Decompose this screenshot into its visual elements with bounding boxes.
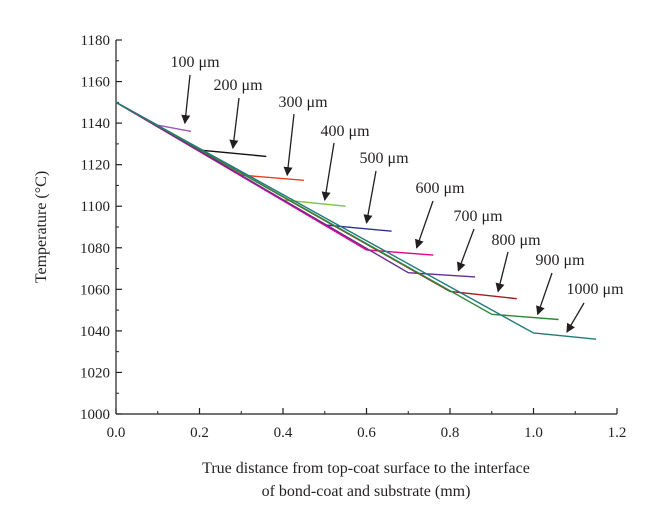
y-axis-label: Temperature (°C) [33, 171, 50, 283]
y-tick-label: 1040 [80, 324, 110, 340]
annotation-label-8: 800 μm [491, 232, 541, 249]
y-tick-label: 1160 [81, 75, 110, 91]
series-line-4 [115, 101, 346, 207]
annotation-arrow-9 [536, 272, 553, 316]
annotation-label-1: 100 μm [170, 54, 220, 71]
annotation-label-3: 300 μm [278, 94, 328, 111]
annotations: 100 μm 200 μm 300 μm 400 μm 500 μm 600 μm 700 … [170, 54, 624, 333]
annotation-arrow-7 [456, 228, 475, 272]
annotation-label-7: 700 μm [453, 208, 503, 225]
series-lines [115, 101, 597, 340]
annotation-arrow-8 [495, 251, 509, 293]
series-line-10 [115, 101, 597, 340]
series-line-5 [115, 101, 392, 232]
series-line-7 [115, 101, 476, 278]
series-line-6 [115, 101, 434, 256]
annotation-arrow-10 [566, 302, 585, 333]
annotation-label-9: 900 μm [535, 252, 585, 269]
series-line-9 [115, 101, 559, 321]
y-tick-label: 1080 [80, 241, 110, 257]
y-tick-label: 1140 [81, 116, 110, 132]
x-tick-label: 1.2 [608, 425, 627, 441]
x-axis-label-line-2: of bond-coat and substrate (mm) [262, 483, 471, 500]
y-tick-label: 1020 [80, 365, 110, 381]
x-tick-label: 0.2 [190, 425, 209, 441]
x-tick-label: 0.4 [274, 425, 293, 441]
y-tick-label: 1120 [81, 158, 110, 174]
annotation-arrow-4 [321, 142, 335, 202]
annotation-arrow-2 [229, 97, 240, 150]
y-ticks: 1000 1020 1040 1060 1080 1100 1120 1140 1160 1180 [80, 33, 122, 423]
annotation-label-6: 600 μm [415, 180, 465, 197]
annotation-label-5: 500 μm [359, 150, 409, 167]
annotation-arrow-1 [181, 74, 191, 125]
axes [115, 40, 617, 415]
x-tick-label: 0.8 [441, 425, 460, 441]
x-axis-label-line-1: True distance from top-coat surface to t… [202, 460, 530, 477]
y-tick-label: 1180 [81, 33, 110, 49]
annotation-label-4: 400 μm [320, 123, 370, 140]
series-line-3 [115, 101, 304, 181]
x-tick-label: 0.6 [357, 425, 376, 441]
annotation-arrow-3 [283, 113, 295, 177]
y-tick-label: 1060 [80, 282, 110, 298]
y-tick-label: 1100 [81, 199, 110, 215]
x-tick-label: 1.0 [524, 425, 543, 441]
annotation-label-10: 1000 μm [566, 281, 624, 298]
series-line-8 [115, 101, 517, 300]
series-line-2 [115, 101, 267, 158]
y-tick-label: 1000 [80, 407, 110, 423]
annotation-arrow-5 [363, 170, 377, 224]
annotation-label-2: 200 μm [213, 77, 263, 94]
x-tick-label: 0.0 [107, 425, 126, 441]
annotation-arrow-6 [415, 200, 434, 249]
x-ticks: 0.0 0.2 0.4 0.6 0.8 1.0 1.2 [107, 408, 627, 441]
series-line-1 [115, 101, 192, 133]
